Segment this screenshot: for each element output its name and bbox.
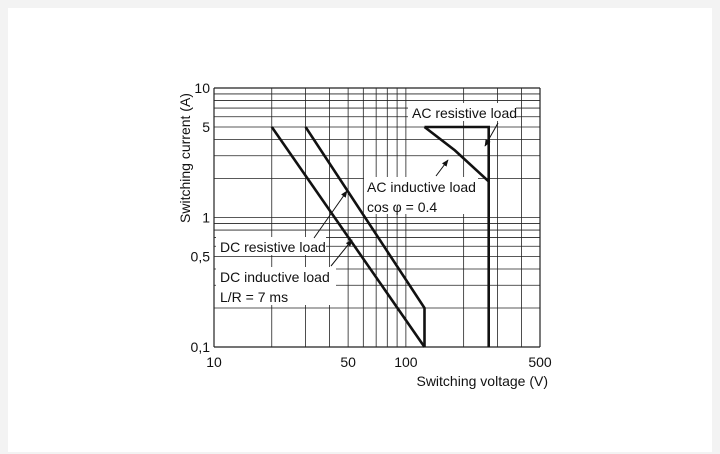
x-axis-title: Switching voltage (V): [416, 373, 548, 389]
annotations: AC resistive load AC inductive load cos φ …: [216, 103, 517, 305]
y-axis-title: Switching current (A): [177, 93, 193, 223]
y-tick-label: 1: [202, 210, 210, 226]
grid: [214, 88, 540, 347]
annotation-label: DC inductive load: [220, 269, 330, 285]
y-tick-label: 10: [194, 80, 210, 96]
x-tick-label: 50: [340, 354, 356, 370]
annotation-label: cos φ = 0.4: [367, 199, 437, 215]
annotation-label: AC inductive load: [367, 179, 476, 195]
annotation-arrow: [436, 160, 448, 176]
annotation-arrow: [331, 240, 352, 266]
annotation-label: DC resistive load: [220, 239, 326, 255]
annotation-label: AC resistive load: [412, 105, 517, 121]
annotation-label: L/R = 7 ms: [220, 289, 288, 305]
x-tick-label: 100: [394, 354, 418, 370]
y-tick-label: 5: [202, 119, 210, 135]
y-tick-label: 0,1: [191, 339, 211, 355]
series-line-ac-resistive-load: [425, 127, 489, 347]
x-tick-label: 500: [528, 354, 552, 370]
series-line-ac-inductive-load: [425, 127, 489, 181]
annotation-ac-inductive: AC inductive load cos φ = 0.4: [364, 160, 478, 215]
annotation-arrow: [314, 191, 347, 238]
annotation-dc-resistive: DC resistive load: [216, 191, 347, 255]
x-tick-label: 10: [206, 354, 222, 370]
y-tick-label: 0,5: [191, 248, 211, 264]
